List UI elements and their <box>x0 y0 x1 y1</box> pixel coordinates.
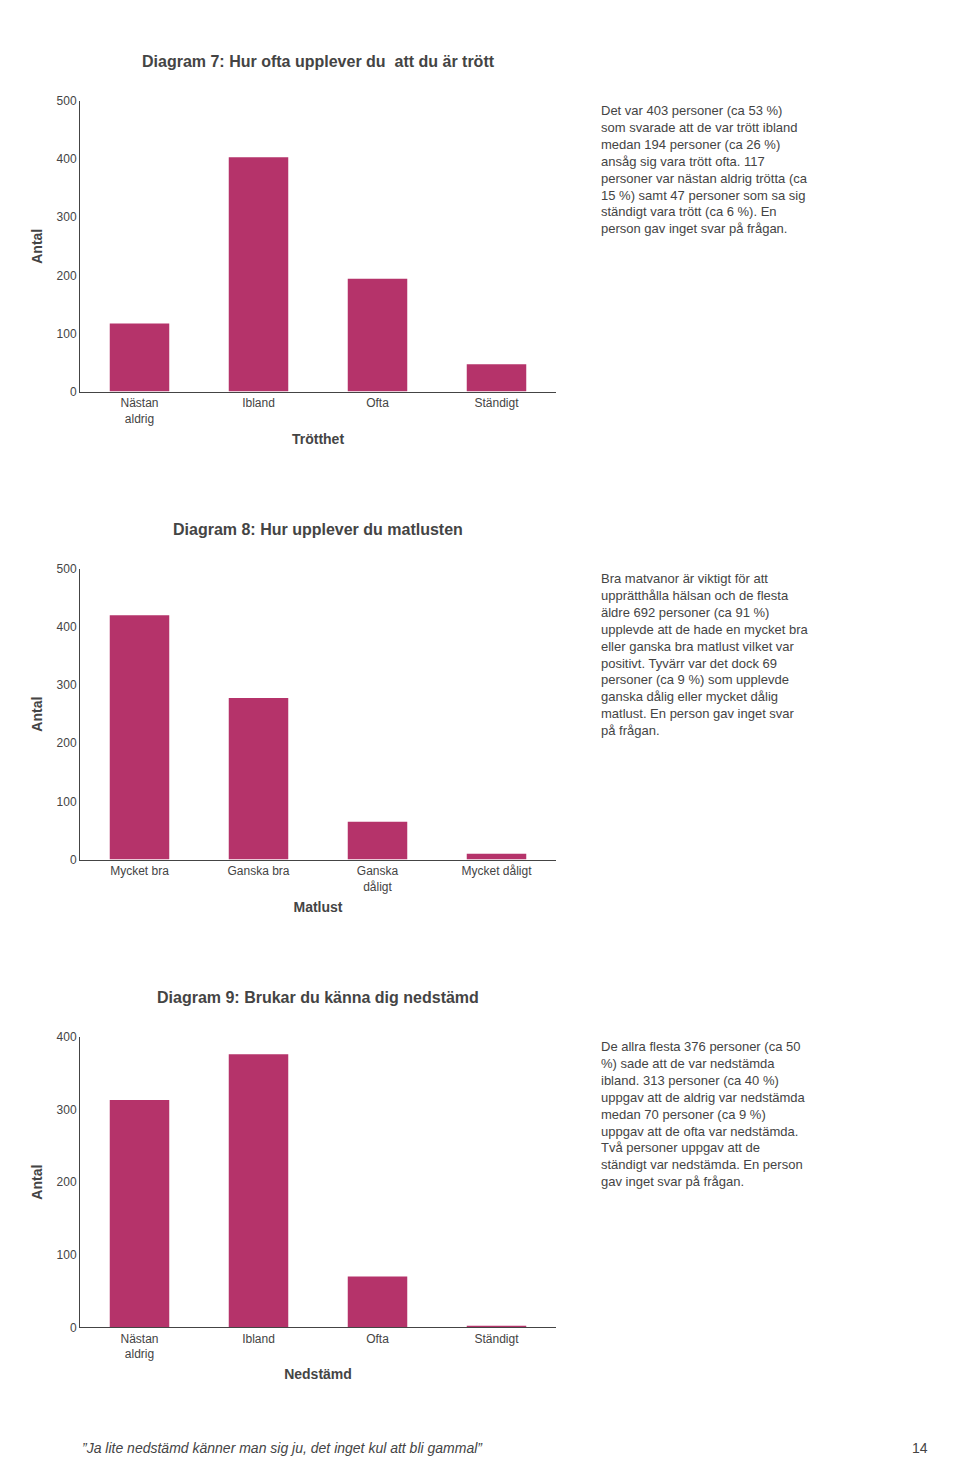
svg-text:Ibland: Ibland <box>242 396 275 410</box>
svg-text:100: 100 <box>57 795 77 809</box>
svg-text:Det var 403 personer (ca 53 %): Det var 403 personer (ca 53 %)som svarad… <box>601 103 808 236</box>
svg-text:Nästanaldrig: Nästanaldrig <box>120 396 158 426</box>
svg-text:200: 200 <box>57 1175 77 1189</box>
svg-text:0: 0 <box>70 1321 77 1335</box>
svg-text:De allra flesta 376 personer (: De allra flesta 376 personer (ca 50%) sa… <box>601 1039 806 1189</box>
svg-text:14: 14 <box>912 1440 928 1456</box>
svg-text:300: 300 <box>57 1103 77 1117</box>
svg-text:Antal: Antal <box>29 1165 45 1200</box>
svg-text:Ofta: Ofta <box>366 1332 389 1346</box>
svg-text:Matlust: Matlust <box>294 899 343 915</box>
svg-text:Diagram 7: Hur ofta upplever d: Diagram 7: Hur ofta upplever du att du ä… <box>142 53 495 70</box>
svg-text:0: 0 <box>70 385 77 399</box>
svg-text:Ständigt: Ständigt <box>474 1332 519 1346</box>
svg-text:300: 300 <box>57 678 77 692</box>
svg-text:500: 500 <box>57 94 77 108</box>
svg-text:300: 300 <box>57 210 77 224</box>
svg-text:Ganska bra: Ganska bra <box>227 864 289 878</box>
svg-text:Nedstämd: Nedstämd <box>284 1366 352 1382</box>
svg-text:Trötthet: Trötthet <box>292 431 344 447</box>
svg-text:400: 400 <box>57 1030 77 1044</box>
svg-text:Diagram 8: Hur upplever du mat: Diagram 8: Hur upplever du matlusten <box>173 521 463 538</box>
svg-text:Antal: Antal <box>29 229 45 264</box>
svg-text:400: 400 <box>57 620 77 634</box>
svg-text:500: 500 <box>57 562 77 576</box>
svg-text:Antal: Antal <box>29 697 45 732</box>
svg-text:Nästanaldrig: Nästanaldrig <box>120 1332 158 1362</box>
svg-text:200: 200 <box>57 736 77 750</box>
svg-text:”Ja lite nedstämd känner man s: ”Ja lite nedstämd känner man sig ju, det… <box>82 1440 483 1456</box>
svg-text:Ofta: Ofta <box>366 396 389 410</box>
svg-text:Ibland: Ibland <box>242 1332 275 1346</box>
svg-text:Ganskadåligt: Ganskadåligt <box>357 864 399 894</box>
svg-text:Diagram 9: Brukar du känna dig: Diagram 9: Brukar du känna dig nedstämd <box>157 989 479 1006</box>
svg-text:400: 400 <box>57 152 77 166</box>
svg-text:Bra matvanor är viktigt för at: Bra matvanor är viktigt för attupprätthå… <box>601 571 808 738</box>
svg-text:0: 0 <box>70 853 77 867</box>
svg-text:Mycket bra: Mycket bra <box>110 864 169 878</box>
svg-text:100: 100 <box>57 1248 77 1262</box>
svg-text:Ständigt: Ständigt <box>474 396 519 410</box>
svg-text:200: 200 <box>57 269 77 283</box>
svg-text:100: 100 <box>57 327 77 341</box>
svg-text:Mycket dåligt: Mycket dåligt <box>461 864 532 878</box>
